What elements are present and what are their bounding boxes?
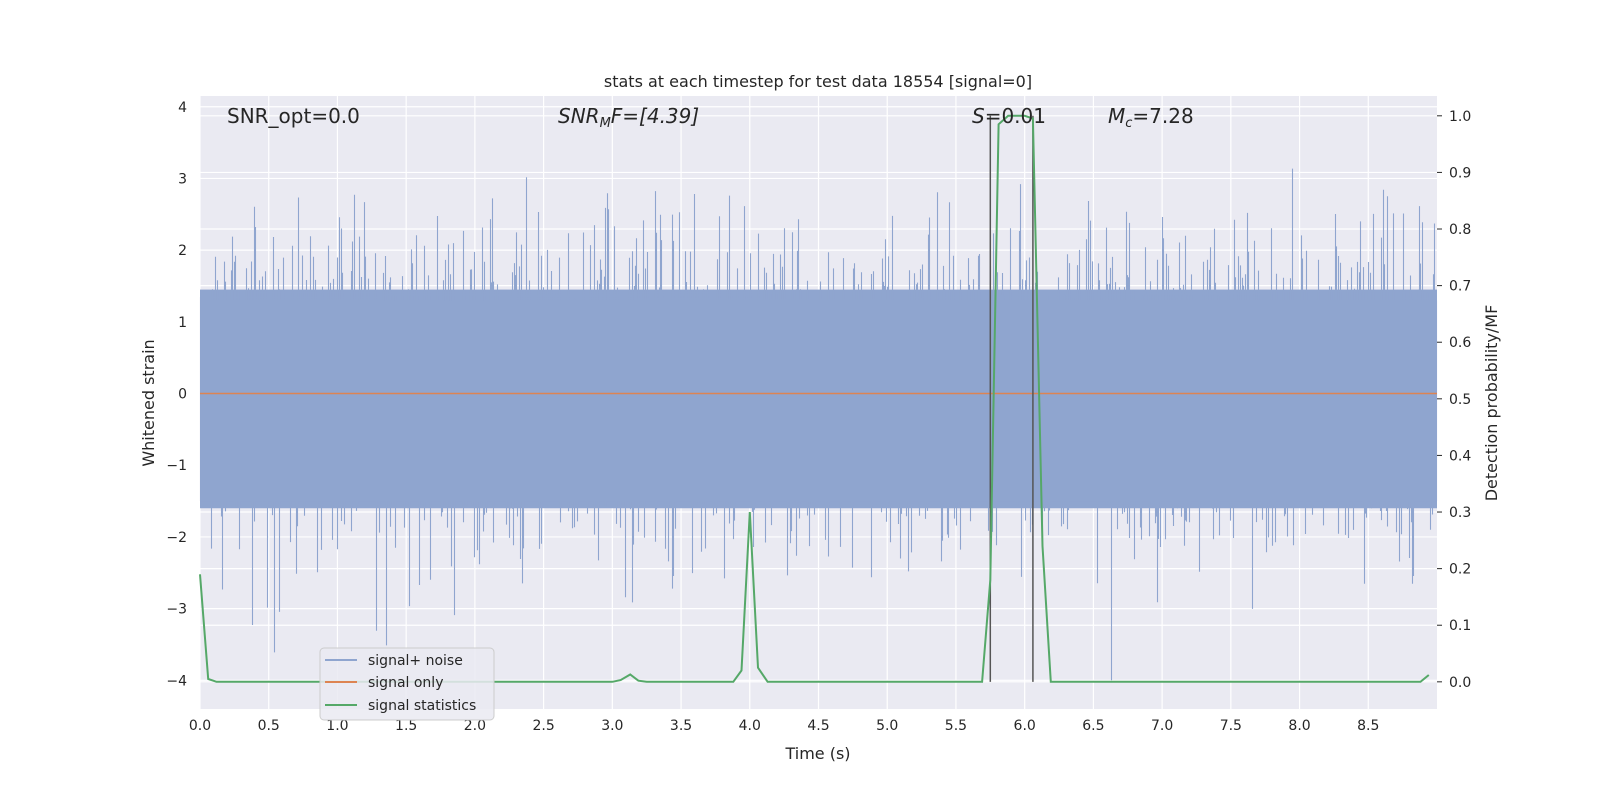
annotation-s: S=0.01 xyxy=(972,104,1046,128)
legend-label-signal-statistics: signal statistics xyxy=(368,698,476,714)
y-tick-label-right: 0.9 xyxy=(1449,165,1471,181)
y-tick-label-left: 1 xyxy=(178,315,187,331)
x-tick-label: 8.0 xyxy=(1288,718,1310,734)
annotation-snr-opt: SNR_opt=0.0 xyxy=(227,104,360,128)
y-axis-label-right: Detection probability/MF xyxy=(1482,305,1501,502)
y-tick-label-left: 0 xyxy=(178,387,187,403)
x-tick-label: 6.0 xyxy=(1014,718,1036,734)
legend: signal+ noise signal only signal statist… xyxy=(319,647,495,721)
x-tick-label: 1.5 xyxy=(395,718,417,734)
chart-title: stats at each timestep for test data 185… xyxy=(604,72,1032,91)
y-tick-label-left: −4 xyxy=(166,673,187,689)
y-tick-label-left: 3 xyxy=(178,171,187,187)
y-tick-label-left: 2 xyxy=(178,243,187,259)
x-tick-label: 0.0 xyxy=(189,718,211,734)
annotation-mc: Mc=7.28 xyxy=(1108,104,1194,131)
y-tick-label-right: 0.8 xyxy=(1449,222,1471,238)
y-tick-label-right: 0.2 xyxy=(1449,562,1471,578)
y-tick-label-right: 0.3 xyxy=(1449,505,1471,521)
legend-label-signal-only: signal only xyxy=(368,675,443,691)
y-axis-label-left: Whitened strain xyxy=(139,339,158,466)
y-tick-label-right: 0.5 xyxy=(1449,392,1471,408)
y-tick-label-left: −1 xyxy=(166,458,187,474)
x-tick-label: 2.0 xyxy=(464,718,486,734)
x-tick-label: 3.5 xyxy=(670,718,692,734)
y-tick-label-right: 0.4 xyxy=(1449,448,1471,464)
x-axis-label: Time (s) xyxy=(784,744,850,763)
x-tick-label: 6.5 xyxy=(1082,718,1104,734)
x-tick-label: 2.5 xyxy=(532,718,554,734)
x-tick-label: 3.0 xyxy=(601,718,623,734)
y-tick-label-right: 0.1 xyxy=(1449,618,1471,634)
x-tick-label: 7.0 xyxy=(1151,718,1173,734)
y-tick-label-right: 1.0 xyxy=(1449,109,1471,125)
y-tick-label-right: 0.0 xyxy=(1449,675,1471,691)
x-tick-label: 1.0 xyxy=(326,718,348,734)
x-tick-label: 4.5 xyxy=(807,718,829,734)
noise-trace xyxy=(199,168,1438,681)
y-tick-label-left: −2 xyxy=(166,530,187,546)
y-tick-label-right: 0.7 xyxy=(1449,279,1471,295)
signal-noise-series xyxy=(199,168,1438,681)
annotation-snr-mf: SNRMF=[4.39] xyxy=(558,104,699,131)
y-tick-label-right: 0.6 xyxy=(1449,335,1471,351)
y-tick-label-left: 4 xyxy=(178,100,187,116)
x-tick-label: 5.5 xyxy=(945,718,967,734)
x-tick-label: 8.5 xyxy=(1357,718,1379,734)
x-tick-label: 4.0 xyxy=(739,718,761,734)
axis-ticks: 0.0 0.5 1.0 1.5 2.0 2.5 3.0 3.5 4.0 4.5 5.0 5.5 6.0 6… xyxy=(166,100,1471,734)
x-tick-label: 5.0 xyxy=(876,718,898,734)
legend-label-signal-noise: signal+ noise xyxy=(368,653,463,669)
legend-box xyxy=(319,647,495,721)
x-tick-label: 0.5 xyxy=(258,718,280,734)
y-tick-label-left: −3 xyxy=(166,602,187,618)
x-tick-label: 7.5 xyxy=(1220,718,1242,734)
